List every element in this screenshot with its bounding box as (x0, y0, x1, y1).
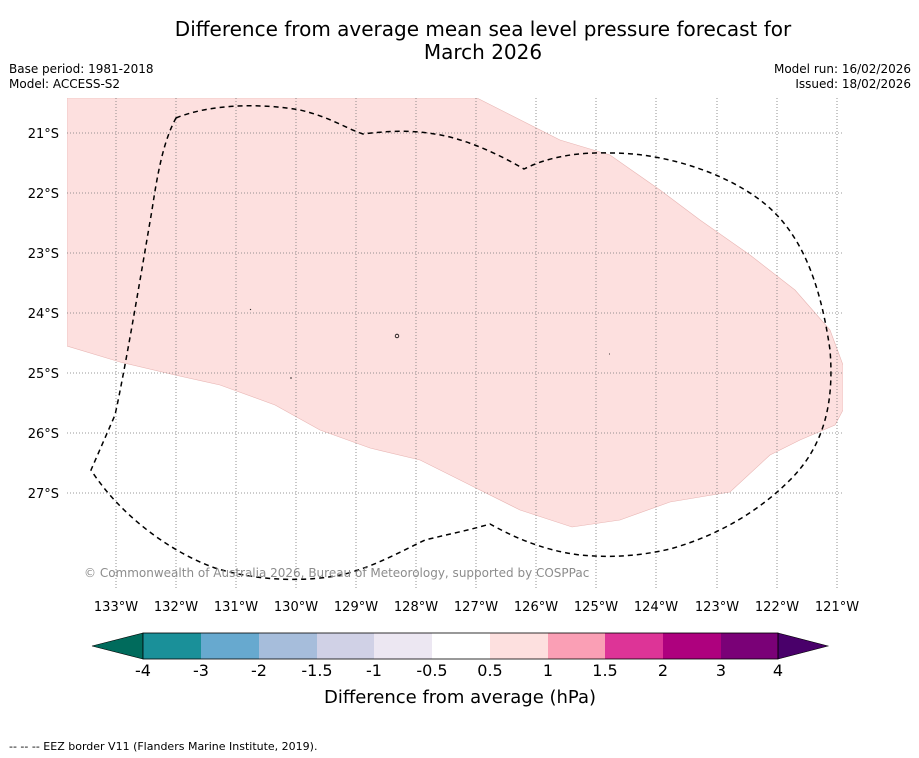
lon-tick: 124°W (634, 600, 678, 615)
model-name: Model: ACCESS-S2 (9, 77, 121, 91)
islands (249, 308, 610, 379)
parallel-gridlines (67, 132, 843, 494)
colorbar-tick: -1.5 (301, 661, 332, 680)
chart-title: Difference from average mean sea level p… (0, 18, 919, 64)
colorbar-bin (721, 633, 778, 659)
lat-tick: 22°S (28, 187, 59, 202)
lon-tick: 122°W (755, 600, 799, 615)
colorbar-title: Difference from average (hPa) (324, 687, 596, 708)
colorbar-bin (432, 633, 490, 659)
colorbar-bin (143, 633, 201, 659)
colorbar-bin (317, 633, 374, 659)
colorbar-bin (259, 633, 317, 659)
colorbar-min-extend (91, 632, 144, 660)
colorbar-bin (548, 633, 605, 659)
colorbar-tick: 1.5 (592, 661, 617, 680)
colorbar-tick: 4 (773, 661, 783, 680)
lon-axis: 133°W 132°W 131°W 130°W 129°W 128°W 127°… (94, 600, 859, 615)
lon-tick: 121°W (815, 600, 859, 615)
issued-date: Issued: 18/02/2026 (795, 77, 911, 91)
meta-right: Model run: 16/02/2026 Issued: 18/02/2026 (774, 62, 911, 92)
colorbar-tick: -0.5 (416, 661, 447, 680)
lon-tick: 123°W (695, 600, 739, 615)
colorbar-bin (490, 633, 548, 659)
anomaly-region (67, 98, 843, 528)
lat-tick: 25°S (28, 367, 59, 382)
lon-tick: 132°W (154, 600, 198, 615)
lat-tick: 23°S (28, 247, 59, 262)
colorbar-tick: -2 (251, 661, 267, 680)
colorbar: -4 -3 -2 -1.5 -1 -0.5 0.5 1 1.5 2 3 4 Di… (91, 632, 830, 708)
meridian-gridlines (115, 98, 838, 590)
colorbar-bin (201, 633, 259, 659)
lon-tick: 129°W (334, 600, 378, 615)
lon-tick: 131°W (214, 600, 258, 615)
colorbar-tick: 1 (543, 661, 553, 680)
lat-tick: 26°S (28, 427, 59, 442)
lon-tick: 127°W (454, 600, 498, 615)
colorbar-ticks: -4 -3 -2 -1.5 -1 -0.5 0.5 1 1.5 2 3 4 (135, 661, 783, 680)
colorbar-tick: -3 (193, 661, 209, 680)
copyright-note: © Commonwealth of Australia 2026, Bureau… (84, 566, 589, 580)
colorbar-bin (374, 633, 432, 659)
title-line-2: March 2026 (423, 40, 543, 64)
lon-tick: 125°W (574, 600, 618, 615)
lat-tick: 24°S (28, 307, 59, 322)
colorbar-tick: 0.5 (477, 661, 502, 680)
map-area: © Commonwealth of Australia 2026, Bureau… (67, 98, 843, 590)
meta-left: Base period: 1981-2018 Model: ACCESS-S2 (9, 62, 154, 92)
colorbar-outline (142, 632, 779, 660)
lon-tick: 133°W (94, 600, 138, 615)
lat-tick: 27°S (28, 487, 59, 502)
model-run: Model run: 16/02/2026 (773, 62, 911, 76)
lon-tick: 128°W (394, 600, 438, 615)
eez-border (90, 105, 832, 581)
colorbar-tick: 3 (716, 661, 726, 680)
colorbar-bin (605, 633, 663, 659)
colorbar-tick: -1 (366, 661, 382, 680)
colorbar-tick: 2 (658, 661, 668, 680)
colorbar-max-extend (777, 632, 830, 660)
lat-tick: 21°S (28, 127, 59, 142)
lon-tick: 130°W (274, 600, 318, 615)
title-line-1: Difference from average mean sea level p… (174, 17, 792, 41)
base-period: Base period: 1981-2018 (9, 62, 154, 76)
colorbar-bin (663, 633, 721, 659)
lon-tick: 126°W (514, 600, 558, 615)
eez-footnote: -- -- -- EEZ border V11 (Flanders Marine… (9, 740, 318, 753)
colorbar-tick: -4 (135, 661, 151, 680)
lat-axis: 21°S 22°S 23°S 24°S 25°S 26°S 27°S (28, 127, 59, 502)
